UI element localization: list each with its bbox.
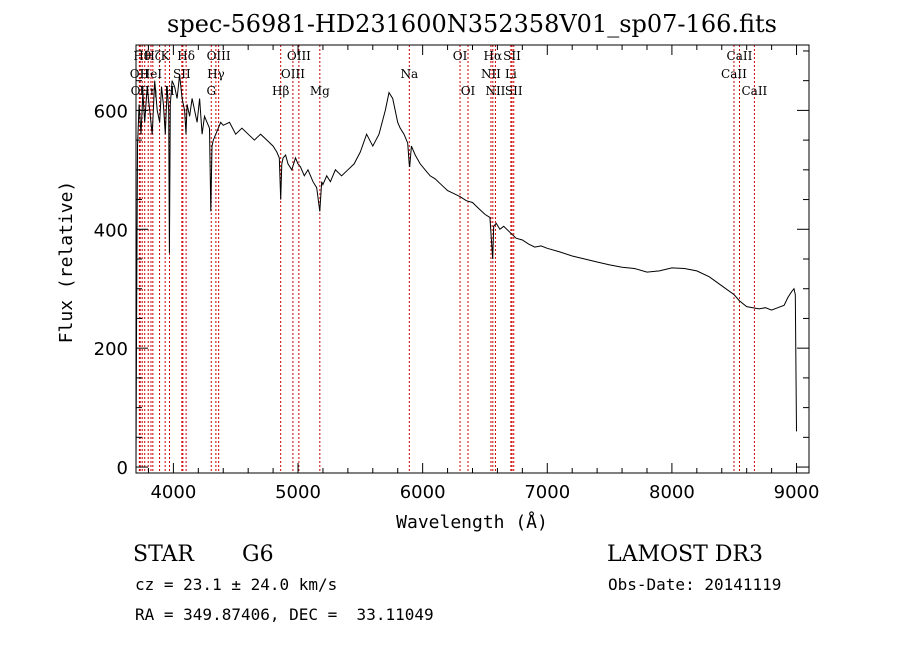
line-marker-label: CaII (741, 84, 767, 98)
spectral-subclass: G6 (242, 542, 274, 567)
line-marker-label: SII (505, 84, 523, 98)
object-type: STAR (133, 542, 195, 567)
x-axis-label: Wavelength (Å) (396, 511, 548, 533)
line-marker-label: NII (481, 67, 501, 81)
line-marker-label: SII (173, 67, 191, 81)
y-tick-label: 600 (94, 101, 128, 122)
line-marker-label: OI (461, 84, 476, 98)
line-marker-label: CaII (727, 49, 753, 63)
line-marker-label: Hζ (144, 49, 161, 63)
line-marker-label: K (161, 49, 171, 63)
line-marker-label: Hα (484, 49, 503, 63)
x-tick-label: 8000 (649, 482, 695, 503)
line-marker-label: Hβ (272, 84, 289, 98)
line-marker-label: H (164, 84, 174, 98)
x-tick-label: 9000 (774, 482, 820, 503)
redshift-cz: cz = 23.1 ± 24.0 km/s (135, 575, 337, 594)
chart-title: spec-56981-HD231600N352358V01_sp07-166.f… (167, 10, 777, 38)
x-tick-label: 6000 (400, 482, 446, 503)
line-marker-label: Hδ (177, 49, 195, 63)
line-marker-label: Li (505, 67, 517, 81)
y-tick-label: 0 (117, 458, 128, 479)
line-marker-label: NII (485, 84, 505, 98)
line-marker-label: Hη (139, 84, 157, 98)
line-marker-label: OIII (281, 67, 305, 81)
x-axis-ticks: 4000 5000 6000 7000 8000 9000 (147, 45, 820, 503)
y-axis-label: Flux (relative) (56, 181, 77, 344)
line-marker-label: OI (453, 49, 468, 63)
line-marker-label: Hγ (207, 67, 225, 81)
line-marker-label: HeI (140, 67, 163, 81)
x-tick-label: 7000 (524, 482, 570, 503)
line-marker-label: OII (131, 84, 151, 98)
line-marker-label: Na (400, 67, 418, 81)
line-marker-label: Hθ (133, 49, 151, 63)
emission-line-markers (138, 45, 755, 473)
coordinates: RA = 349.87406, DEC = 33.11049 (135, 605, 434, 624)
emission-line-labels: OII OII Hθ Hη HeI Hζ K H SII Hδ G Hγ OIII Hβ OIII OIII M… (130, 49, 768, 98)
flux-series-line (135, 74, 797, 468)
plot-frame (135, 44, 810, 474)
x-tick-label: 5000 (275, 482, 321, 503)
survey-name: LAMOST DR3 (607, 542, 763, 567)
line-marker-label: SII (503, 49, 521, 63)
line-marker-label: CaII (721, 67, 747, 81)
x-tick-label: 4000 (150, 482, 196, 503)
y-tick-label: 200 (94, 339, 128, 360)
line-marker-label: Mg (310, 84, 330, 98)
line-marker-label: OII (130, 67, 150, 81)
observation-date: Obs-Date: 20141119 (608, 575, 781, 594)
y-tick-label: 400 (94, 220, 128, 241)
line-marker-label: G (206, 84, 216, 98)
y-axis-ticks: 0 200 400 600 (94, 50, 809, 479)
line-marker-label: OIII (207, 49, 231, 63)
line-marker-label: OIII (287, 49, 311, 63)
